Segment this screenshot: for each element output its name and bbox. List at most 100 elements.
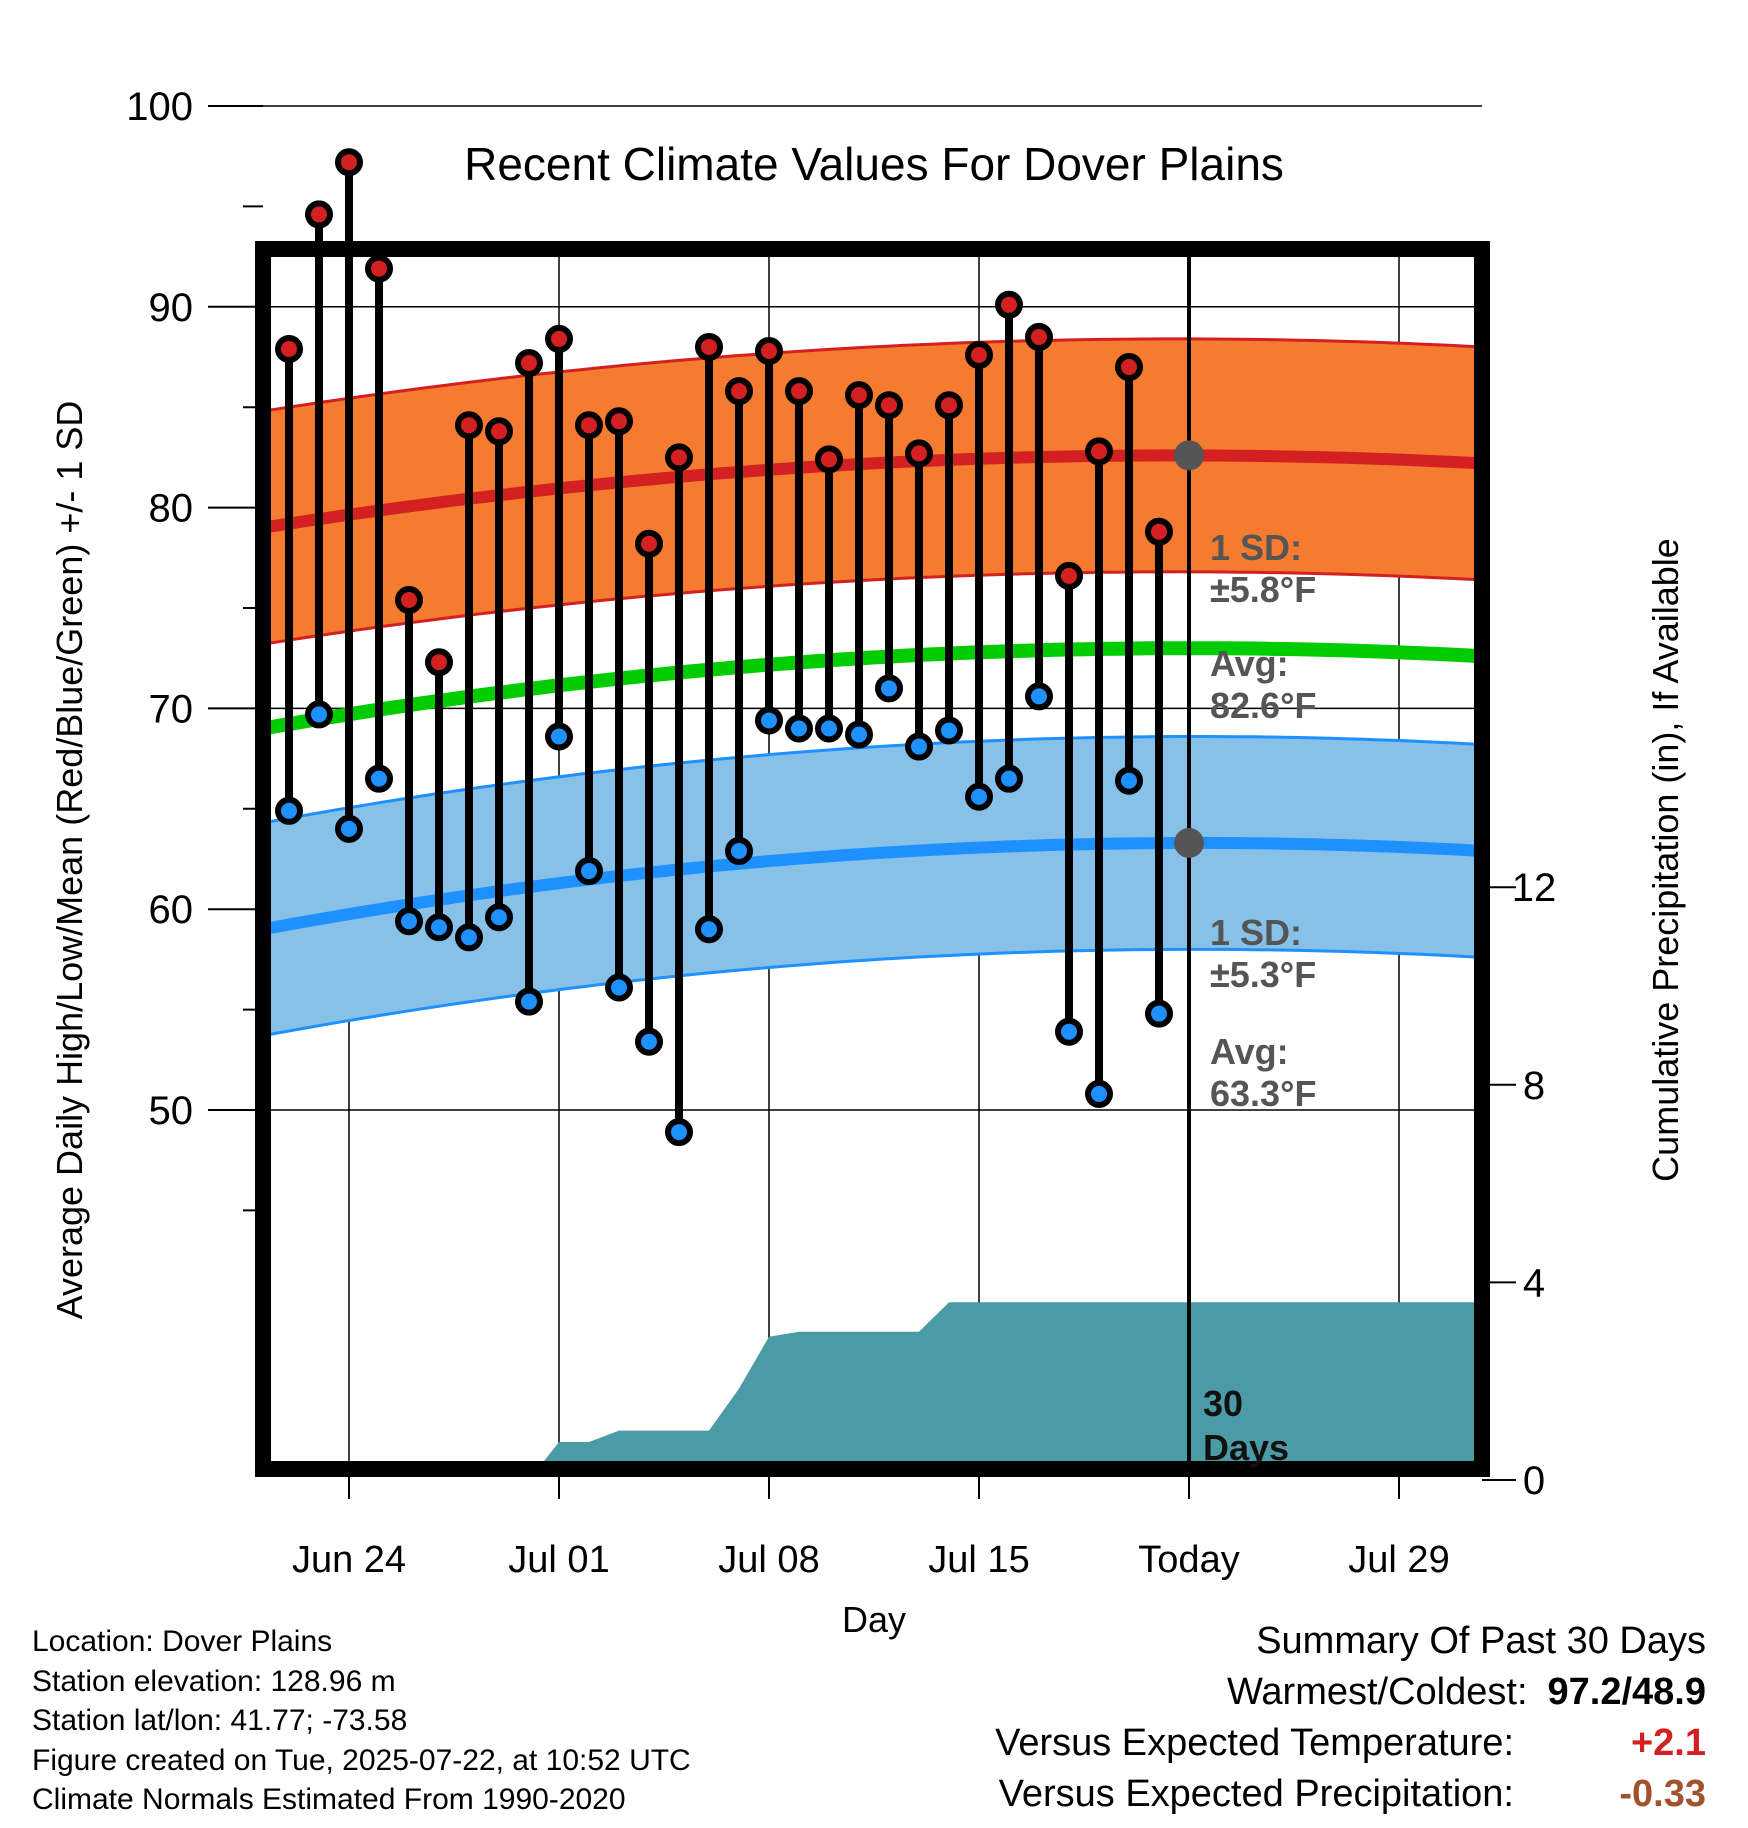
y-tick-label-60: 60 — [149, 888, 194, 932]
high-band — [263, 338, 1482, 645]
low-point-Jul 03 — [605, 973, 633, 1002]
precip-value: -0.33 — [1619, 1773, 1706, 1815]
low-band — [263, 736, 1482, 1036]
y-tick-label-90: 90 — [149, 286, 194, 330]
left-y-axis-label: Average Daily High/Low/Mean (Red/Blue/Gr… — [49, 401, 90, 1320]
y2-tick-label-8: 8 — [1523, 1064, 1545, 1108]
high-point-Jun 24 — [335, 148, 363, 177]
high-point-Jul 04 — [635, 529, 663, 558]
warm-cold-value: 97.2/48.9 — [1547, 1671, 1706, 1713]
temp-row: Versus Expected Temperature: +2.1 — [995, 1718, 1706, 1769]
precip-area — [537, 1302, 1482, 1469]
low-point-Jul 08 — [755, 706, 783, 735]
high-point-Jun 22 — [275, 334, 303, 363]
low-point-Jun 29 — [485, 903, 513, 932]
high-point-Jul 02 — [575, 411, 603, 440]
created-text: Figure created on Tue, 2025-07-22, at 10… — [32, 1743, 691, 1777]
low-point-Jun 30 — [515, 987, 543, 1016]
precip-area-group — [537, 1302, 1482, 1469]
low-point-Jul 18 — [1055, 1017, 1083, 1046]
y-tick-label-80: 80 — [149, 487, 194, 531]
high-point-Jun 30 — [515, 349, 543, 378]
low-point-Jul 14 — [935, 716, 963, 745]
high-point-Jul 09 — [785, 377, 813, 406]
x-tick-label-3: Jul 15 — [928, 1539, 1029, 1581]
low-sd-value: ±5.3°F — [1210, 954, 1316, 995]
days-count: 30 — [1203, 1383, 1243, 1424]
low-avg-value: 63.3°F — [1210, 1073, 1316, 1114]
low-point-Jun 26 — [395, 907, 423, 936]
high-point-Jul 07 — [725, 377, 753, 406]
high-point-Jul 06 — [695, 332, 723, 361]
summary-panel: Summary Of Past 30 Days Warmest/Coldest:… — [995, 1616, 1706, 1820]
y2-tick-label-4: 4 — [1523, 1261, 1545, 1305]
daily-range-stems — [285, 162, 1163, 1133]
high-point-Jun 28 — [455, 411, 483, 440]
low-point-Jul 16 — [995, 764, 1023, 793]
high-point-Jul 14 — [935, 391, 963, 420]
high-avg-value: 82.6°F — [1210, 685, 1316, 726]
location-text: Location: Dover Plains — [32, 1625, 333, 1658]
temp-value: +2.1 — [1630, 1722, 1706, 1764]
y-tick-label-100: 100 — [126, 85, 193, 129]
low-point-Jul 20 — [1115, 766, 1143, 795]
low-band-lower-edge — [263, 947, 1482, 1038]
low-point-Jul 17 — [1025, 682, 1053, 711]
x-tick-label-4: Today — [1138, 1539, 1239, 1581]
high-point-Jul 03 — [605, 407, 633, 436]
low-point-Jul 13 — [905, 732, 933, 761]
normals-text: Climate Normals Estimated From 1990-2020 — [32, 1783, 626, 1816]
low-sd-label: 1 SD: — [1210, 912, 1302, 953]
high-point-Jul 12 — [875, 391, 903, 420]
high-point-Jun 29 — [485, 417, 513, 446]
high-point-Jul 20 — [1115, 353, 1143, 382]
high-point-Jul 08 — [755, 336, 783, 365]
low-point-Jul 02 — [575, 857, 603, 886]
x-tick-label-0: Jun 24 — [292, 1539, 406, 1581]
y-tick-label-50: 50 — [149, 1089, 194, 1133]
high-point-Jul 17 — [1025, 322, 1053, 351]
elevation-text: Station elevation: 128.96 m — [32, 1664, 396, 1698]
high-point-Jul 18 — [1055, 561, 1083, 590]
high-point-Jul 10 — [815, 445, 843, 474]
latlon-text: Station lat/lon: 41.77; -73.58 — [32, 1704, 408, 1737]
plot-frame — [255, 241, 1490, 1477]
x-tick-label-5: Jul 29 — [1348, 1539, 1449, 1581]
low-point-Jun 23 — [305, 700, 333, 729]
warm-cold-row: Warmest/Coldest: 97.2/48.9 — [995, 1667, 1706, 1718]
x-tick-label-2: Jul 08 — [718, 1539, 819, 1581]
low-point-Jun 28 — [455, 923, 483, 952]
high-avg-marker — [1174, 440, 1204, 471]
low-point-Jul 05 — [665, 1118, 693, 1147]
temp-label: Versus Expected Temperature: — [995, 1722, 1514, 1764]
low-point-Jun 24 — [335, 814, 363, 843]
right-y-axis-label: Cumulative Precipitation (in), If Availa… — [1645, 538, 1686, 1182]
high-point-Jul 05 — [665, 443, 693, 472]
x-axis-label: Day — [842, 1599, 906, 1640]
high-sd-label: 1 SD: — [1210, 527, 1302, 568]
low-avg-label: Avg: — [1210, 1031, 1289, 1072]
low-point-Jun 22 — [275, 796, 303, 825]
high-band-upper-edge — [263, 337, 1482, 413]
low-point-Jul 21 — [1145, 999, 1173, 1028]
y-tick-label-70: 70 — [149, 687, 194, 731]
y2-tick-label-0: 0 — [1523, 1459, 1545, 1503]
low-point-Jun 25 — [365, 764, 393, 793]
high-point-Jul 16 — [995, 290, 1023, 319]
annotations: 1 SD: ±5.8°F Avg: 82.6°F 1 SD: ±5.3°F Av… — [1203, 527, 1316, 1468]
low-point-Jul 01 — [545, 722, 573, 751]
high-point-Jun 25 — [365, 254, 393, 283]
y2-tick-label-12: 12 — [1512, 866, 1557, 910]
avg-markers — [1174, 440, 1204, 858]
low-point-Jul 15 — [965, 782, 993, 811]
right-y-axis: 0 4 8 12 — [1482, 866, 1556, 1503]
high-point-Jul 15 — [965, 340, 993, 369]
x-tick-label-1: Jul 01 — [508, 1539, 609, 1581]
low-point-Jul 04 — [635, 1027, 663, 1056]
low-point-Jul 19 — [1085, 1079, 1113, 1108]
high-point-Jun 23 — [305, 200, 333, 229]
low-point-Jul 10 — [815, 714, 843, 743]
normal-bands — [263, 337, 1482, 1038]
high-avg-label: Avg: — [1210, 643, 1289, 684]
